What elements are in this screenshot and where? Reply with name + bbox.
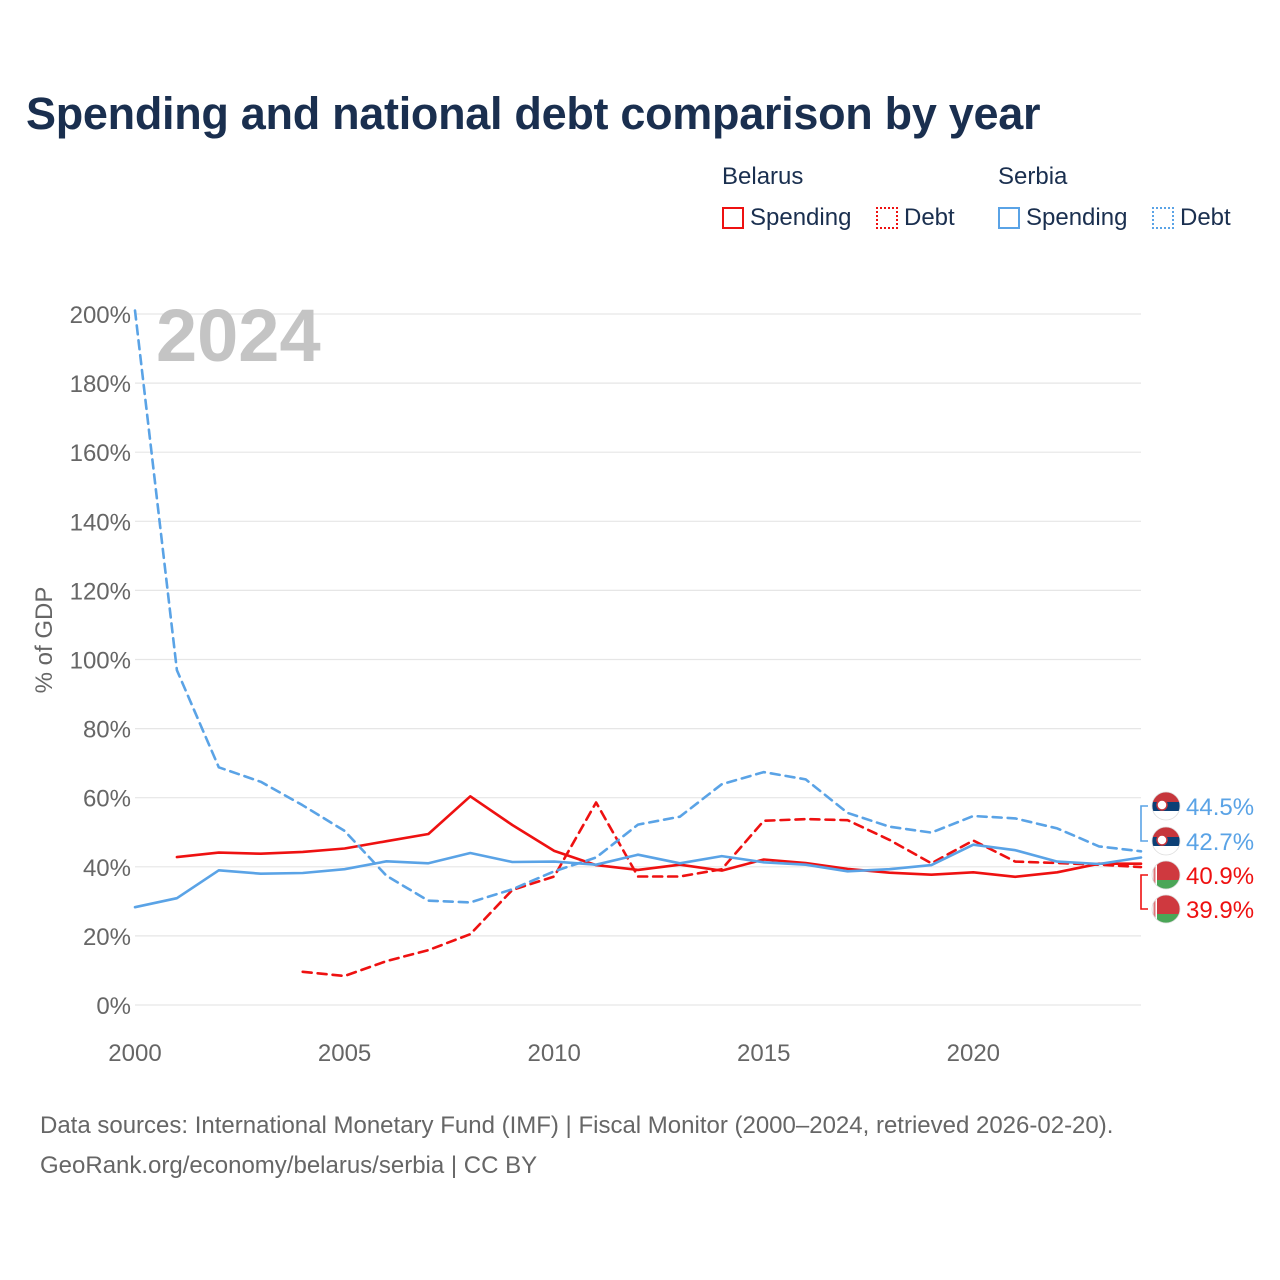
legend-swatch-belarus-debt	[876, 207, 898, 229]
x-tick-label: 2000	[108, 1040, 161, 1067]
series-line-serbia-debt[interactable]	[133, 309, 1143, 904]
y-axis-label: % of GDP	[31, 587, 58, 694]
series-line-belarus-debt[interactable]	[301, 801, 1143, 978]
y-tick-label: 200%	[70, 302, 131, 329]
chart-title: Spending and national debt comparison by…	[26, 88, 1041, 139]
y-tick-label: 40%	[83, 855, 131, 882]
legend-group-belarus: Belarus	[722, 163, 804, 190]
y-tick-label: 180%	[70, 371, 131, 398]
x-axis-ticks: 2000 2005 2010 2015 2020	[108, 1040, 1000, 1067]
y-tick-label: 60%	[83, 786, 131, 813]
legend-label-serbia-spending: Spending	[1026, 204, 1128, 231]
line-chart: 0% 20% 40% 60% 80% 100% 120% 140% 160% 180% 200% 2…	[31, 294, 1254, 1067]
y-tick-label: 140%	[70, 509, 131, 536]
legend-swatch-serbia-spending	[998, 207, 1020, 229]
y-tick-label: 20%	[83, 924, 131, 951]
x-tick-label: 2015	[737, 1040, 790, 1067]
legend-label-serbia-debt: Debt	[1180, 204, 1231, 231]
belarus-flag-icon	[1152, 861, 1180, 889]
x-tick-label: 2020	[947, 1040, 1000, 1067]
serbia-label-bracket	[1140, 805, 1148, 842]
x-tick-label: 2005	[318, 1040, 371, 1067]
legend-swatch-belarus-spending	[722, 207, 744, 229]
end-label-serbia: 42.7%	[1186, 829, 1254, 856]
legend-item-belarus-spending[interactable]: Spending	[722, 204, 851, 232]
legend-item-serbia-spending[interactable]: Spending	[998, 204, 1127, 232]
legend-label-belarus-debt: Debt	[904, 204, 955, 231]
footer: Data sources: International Monetary Fun…	[40, 1106, 1113, 1186]
data-sources: Data sources: International Monetary Fun…	[40, 1112, 1114, 1139]
series-lines	[133, 309, 1143, 978]
legend-group-serbia: Serbia	[998, 163, 1068, 190]
y-tick-label: 0%	[96, 993, 131, 1020]
legend-item-serbia-debt[interactable]: Debt	[1152, 204, 1231, 232]
end-label-belarus: 39.9%	[1186, 897, 1254, 924]
series-line-serbia-spending[interactable]	[133, 843, 1143, 909]
serbia-flag-icon	[1152, 792, 1180, 820]
serbia-flag-icon	[1152, 827, 1180, 855]
year-badge: 2024	[156, 294, 321, 377]
end-labels: 44.5% 42.7% 40.9% 39.9%	[1140, 791, 1254, 924]
y-axis-ticks: 0% 20% 40% 60% 80% 100% 120% 140% 160% 180% 200%	[70, 302, 131, 1020]
belarus-label-bracket	[1140, 874, 1148, 910]
y-tick-label: 120%	[70, 578, 131, 605]
y-tick-label: 80%	[83, 717, 131, 744]
y-tick-label: 160%	[70, 440, 131, 467]
legend-item-belarus-debt[interactable]: Debt	[876, 204, 955, 232]
legend: Belarus Spending Debt Serbia Spending De…	[722, 160, 1262, 240]
belarus-flag-icon	[1152, 895, 1180, 923]
series-line-belarus-spending[interactable]	[175, 794, 1143, 879]
x-tick-label: 2010	[527, 1040, 580, 1067]
legend-swatch-serbia-debt	[1152, 207, 1174, 229]
legend-label-belarus-spending: Spending	[750, 204, 852, 231]
credit-link[interactable]: GeoRank.org/economy/belarus/serbia | CC …	[40, 1152, 538, 1179]
grid-lines	[135, 313, 1141, 1006]
end-label-serbia: 44.5%	[1186, 794, 1254, 821]
y-tick-label: 100%	[70, 648, 131, 675]
end-label-belarus: 40.9%	[1186, 863, 1254, 890]
